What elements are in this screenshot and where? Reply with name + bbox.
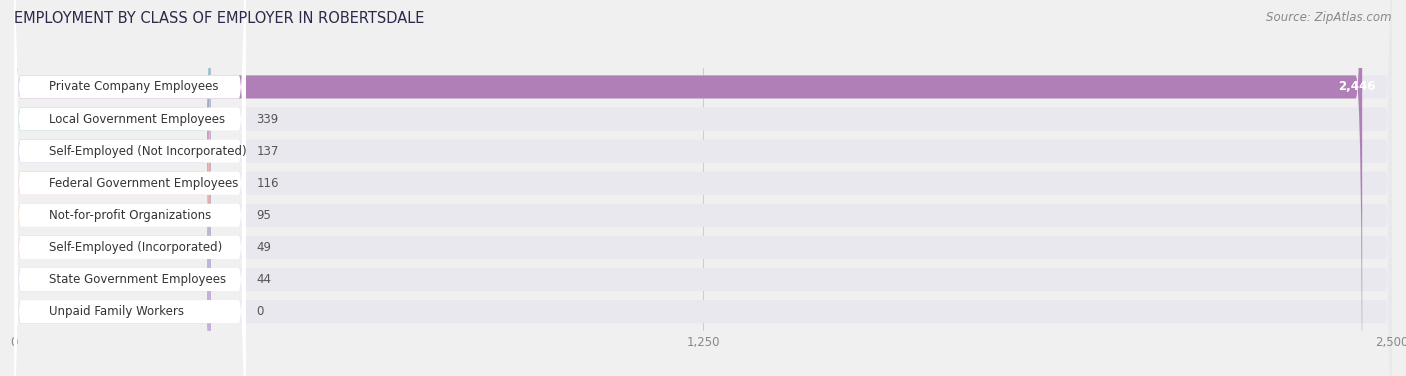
FancyBboxPatch shape [14, 0, 246, 376]
FancyBboxPatch shape [14, 0, 246, 376]
Text: 95: 95 [256, 209, 271, 222]
Text: Not-for-profit Organizations: Not-for-profit Organizations [49, 209, 211, 222]
FancyBboxPatch shape [14, 0, 246, 376]
Text: Unpaid Family Workers: Unpaid Family Workers [49, 305, 184, 318]
Text: Local Government Employees: Local Government Employees [49, 112, 225, 126]
Text: State Government Employees: State Government Employees [49, 273, 226, 286]
FancyBboxPatch shape [14, 0, 211, 376]
FancyBboxPatch shape [14, 0, 1392, 376]
Text: EMPLOYMENT BY CLASS OF EMPLOYER IN ROBERTSDALE: EMPLOYMENT BY CLASS OF EMPLOYER IN ROBER… [14, 11, 425, 26]
FancyBboxPatch shape [14, 0, 1392, 376]
FancyBboxPatch shape [14, 0, 1392, 376]
FancyBboxPatch shape [14, 0, 1392, 376]
Text: 44: 44 [256, 273, 271, 286]
FancyBboxPatch shape [14, 0, 211, 376]
FancyBboxPatch shape [14, 0, 1392, 376]
Text: Self-Employed (Incorporated): Self-Employed (Incorporated) [49, 241, 222, 254]
FancyBboxPatch shape [14, 0, 211, 376]
Text: 339: 339 [256, 112, 278, 126]
FancyBboxPatch shape [14, 0, 1392, 376]
FancyBboxPatch shape [14, 0, 1362, 376]
Text: 49: 49 [256, 241, 271, 254]
Text: 0: 0 [256, 305, 264, 318]
FancyBboxPatch shape [14, 0, 1392, 376]
Text: Self-Employed (Not Incorporated): Self-Employed (Not Incorporated) [49, 145, 246, 158]
Text: Private Company Employees: Private Company Employees [49, 80, 218, 94]
FancyBboxPatch shape [14, 0, 246, 376]
FancyBboxPatch shape [14, 0, 246, 376]
Text: 116: 116 [256, 177, 278, 190]
FancyBboxPatch shape [14, 0, 246, 376]
FancyBboxPatch shape [14, 0, 211, 376]
Text: 137: 137 [256, 145, 278, 158]
Text: Federal Government Employees: Federal Government Employees [49, 177, 238, 190]
Text: 2,446: 2,446 [1339, 80, 1375, 94]
FancyBboxPatch shape [14, 0, 246, 376]
FancyBboxPatch shape [14, 0, 211, 376]
FancyBboxPatch shape [14, 0, 211, 376]
FancyBboxPatch shape [14, 0, 211, 376]
Text: Source: ZipAtlas.com: Source: ZipAtlas.com [1267, 11, 1392, 24]
FancyBboxPatch shape [14, 0, 1392, 376]
FancyBboxPatch shape [14, 0, 246, 376]
